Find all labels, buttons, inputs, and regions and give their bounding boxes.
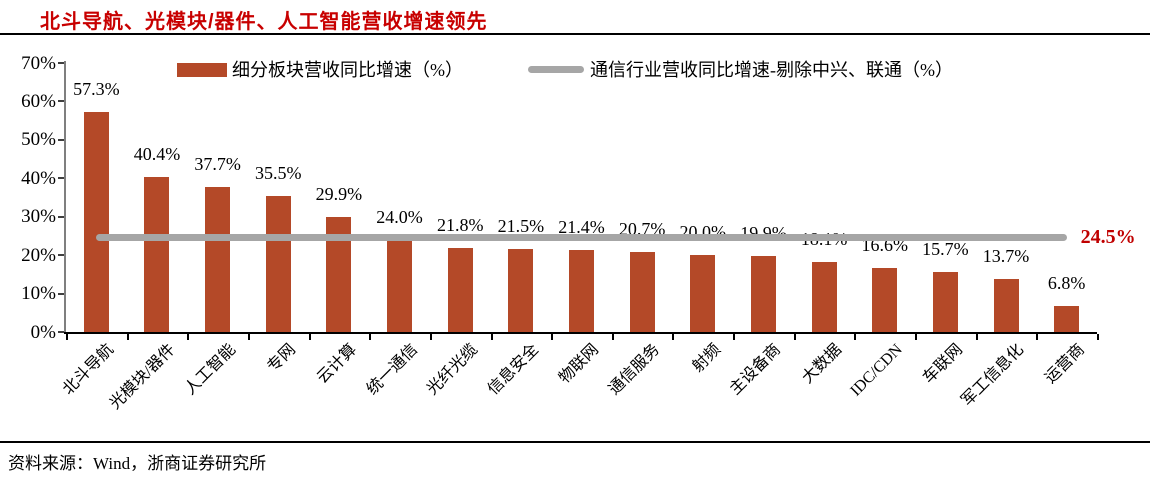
bar-value-label: 57.3% bbox=[73, 78, 120, 99]
bar bbox=[447, 248, 473, 332]
x-axis-category-label: 光模块/器件 bbox=[106, 341, 179, 413]
y-axis-tick-label: 30% bbox=[21, 206, 56, 228]
bar-value-label: 13.7% bbox=[982, 246, 1030, 267]
bar-value-label: 35.5% bbox=[255, 162, 302, 183]
bar-value-label: 37.7% bbox=[194, 154, 241, 175]
x-axis-category-label: 人工智能 bbox=[181, 341, 239, 399]
bar bbox=[205, 187, 231, 332]
x-axis-category-label: 信息安全 bbox=[484, 341, 542, 399]
y-axis-tick-mark bbox=[58, 331, 66, 333]
x-axis-tick-mark bbox=[611, 334, 614, 340]
x-axis-category-label: 物联网 bbox=[556, 341, 603, 387]
bar bbox=[872, 268, 898, 332]
y-axis-tick-mark bbox=[58, 100, 66, 103]
chart-title: 北斗导航、光模块/器件、人工智能营收增速领先 bbox=[40, 11, 488, 33]
legend-bar-label: 细分板块营收同比增速（%） bbox=[232, 60, 463, 80]
x-axis-category-label: IDC/CDN bbox=[847, 341, 906, 400]
x-axis-tick-mark bbox=[1097, 334, 1099, 340]
y-axis-tick-mark bbox=[58, 138, 66, 141]
x-axis-tick-mark bbox=[551, 334, 554, 340]
bar bbox=[83, 111, 109, 332]
y-axis-tick-mark bbox=[58, 215, 66, 218]
x-axis-category-label: 北斗导航 bbox=[60, 341, 118, 399]
bar bbox=[387, 239, 413, 332]
x-axis-tick-mark bbox=[854, 334, 857, 340]
x-axis-tick-mark bbox=[490, 334, 493, 340]
x-axis-category-label: 射频 bbox=[689, 341, 724, 376]
x-axis-tick-mark bbox=[308, 334, 311, 340]
y-axis-tick-mark bbox=[58, 62, 66, 64]
x-axis-tick-mark bbox=[126, 334, 129, 340]
x-axis-tick-mark bbox=[66, 334, 68, 340]
bar bbox=[629, 252, 655, 332]
bar bbox=[508, 249, 534, 332]
x-axis-tick-mark bbox=[672, 334, 675, 340]
y-axis-tick-label: 40% bbox=[21, 167, 56, 189]
x-axis-category-label: 统一通信 bbox=[363, 341, 421, 399]
y-axis-tick-label: 60% bbox=[21, 90, 56, 112]
x-axis-tick-mark bbox=[975, 334, 978, 340]
x-axis-category-label: 专网 bbox=[264, 341, 300, 376]
top-divider bbox=[0, 33, 1150, 35]
legend-bar-swatch bbox=[177, 63, 227, 77]
x-axis-tick-mark bbox=[369, 334, 372, 340]
bar bbox=[750, 255, 776, 332]
x-axis-category-label: 车联网 bbox=[920, 341, 967, 387]
y-axis-tick-label: 70% bbox=[21, 52, 56, 74]
y-axis-tick-label: 20% bbox=[21, 244, 56, 266]
x-axis-category-label: 主设备商 bbox=[727, 341, 785, 399]
bar-value-label: 21.4% bbox=[558, 216, 605, 237]
x-axis-category-label: 运营商 bbox=[1041, 341, 1088, 387]
bar bbox=[811, 262, 837, 332]
x-axis-tick-mark bbox=[1036, 334, 1039, 340]
x-axis-category-label: 云计算 bbox=[313, 341, 360, 387]
legend-line-swatch bbox=[528, 66, 584, 73]
legend-line-label: 通信行业营收同比增速-剔除中兴、联通（%） bbox=[590, 60, 953, 80]
bar-value-label: 29.9% bbox=[315, 184, 363, 205]
bar bbox=[690, 255, 716, 332]
x-axis-category-label: 军工信息化 bbox=[958, 341, 1028, 410]
benchmark-line bbox=[96, 234, 1067, 242]
x-axis-category-label: 光纤光缆 bbox=[423, 341, 482, 399]
bar-value-label: 40.4% bbox=[133, 143, 181, 164]
bar bbox=[265, 195, 291, 332]
bar bbox=[932, 271, 958, 332]
bar-value-label: 21.8% bbox=[436, 215, 484, 236]
benchmark-value-label: 24.5% bbox=[1080, 225, 1136, 248]
y-axis-tick-label: 0% bbox=[30, 321, 56, 343]
x-axis-category-label: 通信服务 bbox=[605, 341, 664, 399]
bar-value-label: 21.5% bbox=[497, 216, 545, 237]
x-axis-tick-mark bbox=[793, 334, 796, 340]
y-axis-tick-mark bbox=[58, 177, 66, 180]
bar-value-label: 24.0% bbox=[376, 206, 423, 227]
y-axis-tick-mark bbox=[58, 292, 66, 295]
y-axis-tick-label: 50% bbox=[21, 129, 56, 151]
bar-value-label: 6.8% bbox=[1047, 272, 1086, 293]
x-axis-tick-mark bbox=[429, 334, 432, 340]
bar bbox=[1054, 305, 1080, 332]
x-axis-tick-mark bbox=[915, 334, 918, 340]
x-axis-tick-mark bbox=[187, 334, 190, 340]
y-axis-tick-mark bbox=[58, 254, 66, 257]
y-axis-line bbox=[64, 61, 66, 333]
x-axis-line bbox=[64, 332, 1097, 334]
x-axis-tick-mark bbox=[247, 334, 250, 340]
bar bbox=[993, 279, 1019, 332]
bar-value-label: 15.7% bbox=[922, 238, 969, 259]
bottom-divider bbox=[0, 441, 1150, 443]
bar bbox=[569, 249, 594, 332]
y-axis-tick-label: 10% bbox=[21, 283, 56, 305]
bar bbox=[144, 176, 170, 332]
x-axis-category-label: 大数据 bbox=[799, 341, 846, 387]
source-note: 资料来源：Wind，浙商证券研究所 bbox=[8, 454, 267, 473]
x-axis-tick-mark bbox=[733, 334, 736, 340]
